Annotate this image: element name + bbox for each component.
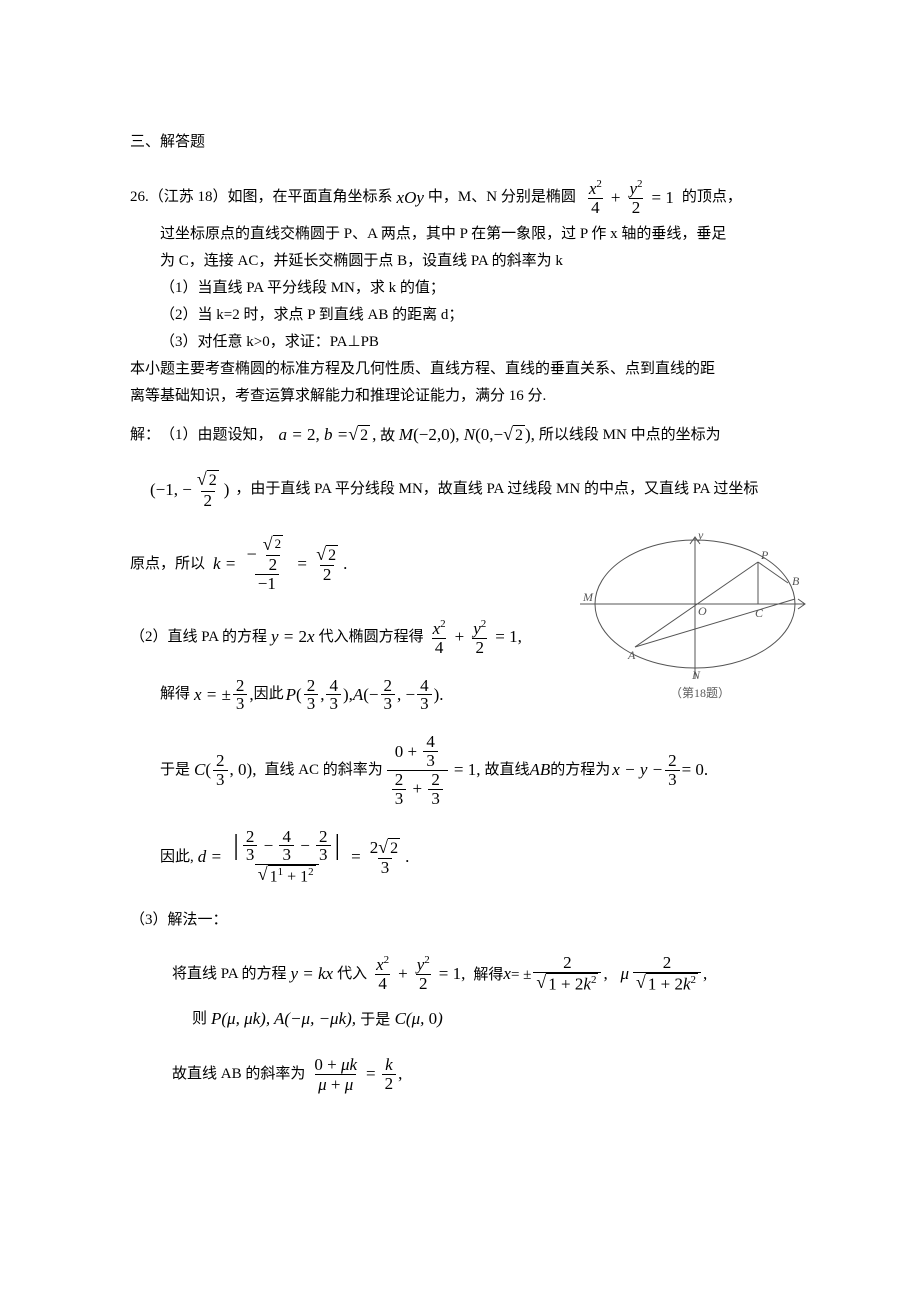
point-p-label: P xyxy=(760,548,769,562)
sol1-ab: a = 2, b = xyxy=(279,420,349,451)
sol2-sub: 代入椭圆方程得 xyxy=(319,624,424,651)
figure-18: y M O P B C A N （第18题） xyxy=(580,529,810,709)
figure-caption: （第18题） xyxy=(670,686,730,700)
sol2-hence-d: 的方程为 xyxy=(550,757,610,784)
solution-3-points: 则 P(μ, μk), A(−μ, −μk), 于是 C(μ, 0) xyxy=(130,1004,810,1035)
point-a-label: A xyxy=(627,648,636,662)
intro-1a: 如图，在平面直角坐标系 xyxy=(228,184,393,211)
solution-2-c: 于是 C( 23 , 0), 直线 AC 的斜率为 0 + 43 23 + 23… xyxy=(130,733,810,807)
intro-1c: 的顶点， xyxy=(682,184,742,211)
solution-1-line-1: 解： （1）由题设知， a = 2, b = 2 , 故 M(−2,0), N(… xyxy=(130,420,810,451)
question-line-1: 26. （江苏 18） 如图，在平面直角坐标系 xOy 中，M、N 分别是椭圆 … xyxy=(130,179,810,217)
y-2x: y = 2x xyxy=(271,622,315,653)
part-1: （1）当直线 PA 平分线段 MN，求 k 的值； xyxy=(130,275,810,302)
sol1-mid-after: ，由于直线 PA 平分线段 MN，故直线 PA 过线段 MN 的中点，又直线 P… xyxy=(235,476,758,503)
sol2-pre: （2）直线 PA 的方程 xyxy=(130,624,267,651)
sol2-hence-a: 于是 xyxy=(160,757,190,784)
sol2-hence-b: 直线 AC 的斜率为 xyxy=(264,757,382,784)
point-n-label: N xyxy=(691,668,701,682)
solution-2-line-1: （2）直线 PA 的方程 y = 2x 代入椭圆方程得 x24 + y22 = … xyxy=(130,619,570,657)
sol2-hence-c: 故直线 xyxy=(484,757,529,784)
part-3: （3）对任意 k>0，求证：PA⊥PB xyxy=(130,329,810,356)
sqrt2-1: 2 xyxy=(348,425,370,445)
sol1-close: ), xyxy=(525,420,535,451)
sol1-after: 所以线段 MN 中点的坐标为 xyxy=(539,422,721,449)
midpoint-open: (−1, − xyxy=(150,475,192,506)
analysis-line-2: 离等基础知识，考查运算求解能力和推理论证能力，满分 16 分. xyxy=(130,383,810,410)
section-title: 三、解答题 xyxy=(130,130,810,151)
solution-label: 解： xyxy=(130,422,160,449)
solution-1-k: 原点，所以 k = −22 −1 = 2 2 . xyxy=(130,529,570,598)
point-c-label: C xyxy=(755,606,764,620)
xoy-symbol: xOy xyxy=(397,183,424,214)
point-b-label: B xyxy=(792,574,800,588)
question-number: 26. xyxy=(130,184,149,211)
question-line-2: 过坐标原点的直线交椭圆于 P、A 两点，其中 P 在第一象限，过 P 作 x 轴… xyxy=(130,221,810,248)
sol3-b: 代入 xyxy=(337,961,367,988)
sol3-a: 将直线 PA 的方程 xyxy=(172,961,286,988)
solution-2-d: 因此, d = 23 − 43 − 23 11 + 12 = xyxy=(130,828,810,887)
ellipse-eq-3: x24 + y22 = 1, xyxy=(371,955,469,993)
analysis-line-1: 本小题主要考查椭圆的标准方程及几何性质、直线方程、直线的垂直关系、点到直线的距 xyxy=(130,356,810,383)
solution-3-title: （3）解法一： xyxy=(130,907,810,934)
sol3-solve: 解得x= ± xyxy=(473,959,531,990)
solution-1-midpoint: (−1, − 2 2 ) ，由于直线 PA 平分线段 MN，故直线 PA 过线段… xyxy=(130,470,810,509)
ellipse-eq-2: x24 + y22 = 1, xyxy=(428,619,526,657)
solution-2-solve: 解得 x = ± 23 , 因此 P( 23, 43), A(− 23, − 4… xyxy=(130,677,570,714)
sol1-origin: 原点，所以 xyxy=(130,551,205,578)
part-2: （2）当 k=2 时，求点 P 到直线 AB 的距离 d； xyxy=(130,302,810,329)
origin-label: O xyxy=(698,604,707,618)
sol3-then: 则 xyxy=(192,1006,207,1033)
intro-1b: 中，M、N 分别是椭圆 xyxy=(428,184,576,211)
y-kx: y = kx xyxy=(290,959,333,990)
k-equation: k = −22 −1 = 2 2 . xyxy=(213,535,347,592)
sol2-solve: 解得 xyxy=(160,681,190,708)
sol3-slope-label: 故直线 AB 的斜率为 xyxy=(172,1061,305,1088)
question-source: （江苏 18） xyxy=(149,184,228,211)
sqrt2-2: 2 xyxy=(503,425,525,445)
solution-3-line-1: 将直线 PA 的方程 y = kx 代入 x24 + y22 = 1, 解得x=… xyxy=(130,954,810,995)
sol3-points-math: P(μ, μk), A(−μ, −μk), 于是 C(μ, 0) xyxy=(211,1004,443,1035)
ellipse-diagram: y M O P B C A N （第18题） xyxy=(580,529,810,704)
question-line-3: 为 C，连接 AC，并延长交椭圆于点 B，设直线 PA 的斜率为 k xyxy=(130,248,810,275)
sol1-a: （1）由题设知， xyxy=(160,422,273,449)
solution-3-slope: 故直线 AB 的斜率为 0 + μk μ + μ = k 2 , xyxy=(130,1055,810,1094)
midpoint-frac: 2 2 xyxy=(194,470,222,509)
sol2-therefore: 因此 xyxy=(254,681,284,708)
axis-y-label: y xyxy=(697,529,704,542)
sol1-mn-text: , 故 M(−2,0), N(0,− xyxy=(372,420,503,451)
ellipse-equation: x24 + y22 = 1 xyxy=(584,179,678,217)
sol2-d-label: 因此, xyxy=(160,844,194,871)
document-page: 三、解答题 26. （江苏 18） 如图，在平面直角坐标系 xOy 中，M、N … xyxy=(0,0,920,1154)
midpoint-close: ) xyxy=(224,475,230,506)
x-pm: x = ± xyxy=(194,680,231,711)
point-m-label: M xyxy=(582,590,594,604)
